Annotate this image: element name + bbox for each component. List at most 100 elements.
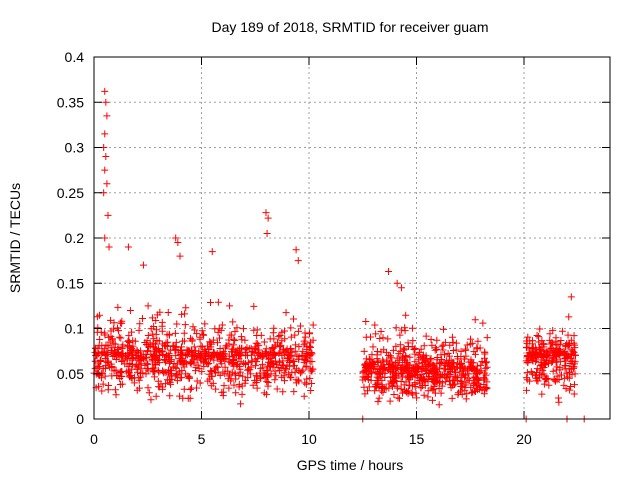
data-point: [112, 366, 120, 374]
data-point: [145, 389, 153, 397]
data-point: [392, 342, 400, 350]
data-point: [523, 376, 531, 384]
data-point: [439, 325, 447, 333]
data-point: [438, 342, 446, 350]
data-point: [460, 370, 468, 378]
axis-ticks: [93, 56, 610, 420]
data-point: [129, 354, 137, 362]
data-point: [386, 397, 394, 405]
data-point: [397, 378, 405, 386]
data-point: [280, 327, 288, 335]
data-point: [428, 361, 436, 369]
data-point: [399, 352, 407, 360]
data-point: [564, 331, 572, 339]
data-point: [424, 393, 432, 401]
data-point: [394, 364, 402, 372]
x-tick-label: 0: [90, 431, 98, 447]
data-point: [139, 261, 147, 269]
data-point: [292, 246, 300, 254]
data-point: [165, 330, 173, 338]
data-point: [161, 356, 169, 364]
data-point: [360, 347, 368, 355]
data-point: [180, 329, 188, 337]
data-point: [537, 361, 545, 369]
data-point: [263, 229, 271, 237]
data-point: [533, 365, 541, 373]
data-point: [373, 347, 381, 355]
data-point: [266, 359, 274, 367]
data-point: [549, 367, 557, 375]
data-point: [117, 334, 125, 342]
data-point: [148, 314, 156, 322]
data-point: [405, 342, 413, 350]
data-point: [150, 352, 158, 360]
y-tick-label: 0.35: [57, 94, 84, 110]
data-point: [216, 357, 224, 365]
data-point: [523, 352, 531, 360]
data-point: [260, 338, 268, 346]
data-point: [118, 380, 126, 388]
data-point: [424, 377, 432, 385]
data-point: [181, 310, 189, 318]
data-point: [408, 365, 416, 373]
data-point: [460, 355, 468, 363]
data-point: [111, 348, 119, 356]
data-point: [281, 364, 289, 372]
data-point: [141, 339, 149, 347]
data-point: [474, 376, 482, 384]
data-point: [413, 394, 421, 402]
data-point: [536, 345, 544, 353]
data-point: [205, 349, 213, 357]
data-point: [401, 386, 409, 394]
data-point: [171, 329, 179, 337]
data-point: [124, 243, 132, 251]
data-point: [433, 376, 441, 384]
data-point: [201, 320, 209, 328]
data-point: [278, 361, 286, 369]
data-point: [481, 376, 489, 384]
data-point: [431, 379, 439, 387]
data-point: [193, 377, 201, 385]
data-point: [127, 346, 135, 354]
y-tick-label: 0.05: [57, 366, 84, 382]
data-point: [176, 252, 184, 260]
data-point: [270, 351, 278, 359]
data-point: [107, 360, 115, 368]
data-point: [155, 337, 163, 345]
data-point: [446, 372, 454, 380]
data-point: [237, 400, 245, 408]
data-point: [251, 376, 259, 384]
data-point: [385, 365, 393, 373]
data-point: [570, 381, 578, 389]
data-point: [104, 351, 112, 359]
data-point: [118, 352, 126, 360]
data-point: [231, 337, 239, 345]
data-point: [451, 369, 459, 377]
data-point: [171, 346, 179, 354]
data-point: [481, 385, 489, 393]
data-point: [105, 243, 113, 251]
data-point: [178, 367, 186, 375]
x-axis-title: GPS time / hours: [297, 457, 404, 473]
data-point: [366, 356, 374, 364]
data-point: [178, 347, 186, 355]
data-point: [468, 364, 476, 372]
data-point: [102, 153, 110, 161]
data-point: [438, 371, 446, 379]
data-point: [133, 347, 141, 355]
data-point: [301, 379, 309, 387]
data-point: [214, 363, 222, 371]
data-point: [392, 324, 400, 332]
data-point: [252, 339, 260, 347]
data-point: [214, 339, 222, 347]
data-point: [427, 335, 435, 343]
data-point: [399, 346, 407, 354]
data-point: [302, 362, 310, 370]
data-point: [481, 359, 489, 367]
data-point: [541, 360, 549, 368]
data-point: [172, 364, 180, 372]
data-point: [476, 344, 484, 352]
data-point: [150, 322, 158, 330]
data-point: [363, 366, 371, 374]
data-point: [158, 340, 166, 348]
